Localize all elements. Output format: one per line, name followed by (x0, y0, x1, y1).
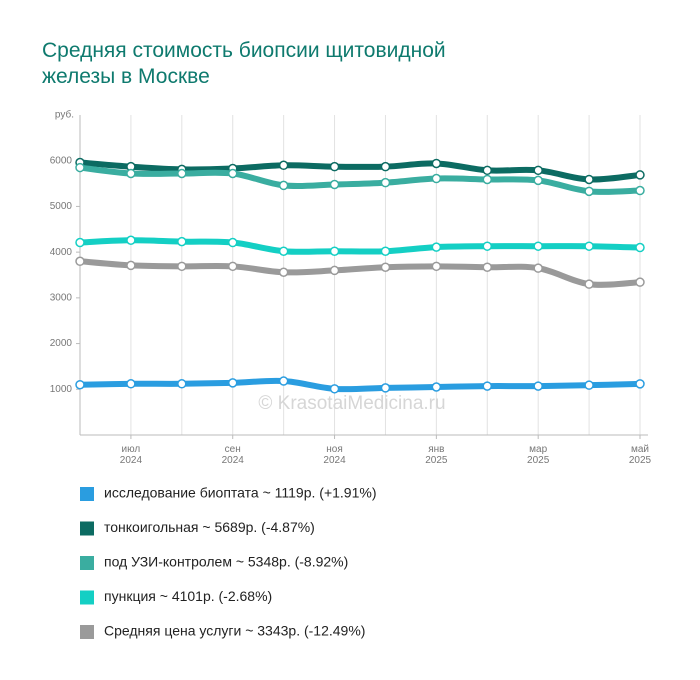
x-tick-label: май 2025 (629, 444, 652, 466)
y-unit: руб. (55, 109, 74, 121)
point (75, 162, 85, 173)
point (329, 384, 340, 394)
legend-swatch (80, 625, 94, 639)
point (380, 161, 391, 172)
point (329, 161, 340, 172)
legend-label: под УЗИ-контролем ~ 5348р. (-8.92%) (104, 554, 348, 570)
point (482, 241, 493, 251)
point (584, 241, 594, 251)
chart-title: Средняя стоимость биопсии щитовидной жел… (42, 39, 446, 88)
point (533, 263, 543, 273)
point (533, 165, 543, 176)
point (126, 168, 136, 179)
series-line (77, 377, 643, 393)
point (482, 262, 493, 272)
x-tick-label: ноя 2024 (323, 444, 346, 466)
point (329, 246, 340, 256)
point (431, 173, 442, 184)
point (533, 381, 543, 391)
x-tick-label-line: ноя (326, 444, 343, 455)
point (177, 236, 187, 247)
point (431, 242, 442, 252)
point (584, 279, 594, 289)
point (75, 379, 85, 390)
x-tick-label-line: мар (529, 444, 547, 455)
point (329, 179, 340, 190)
point (227, 237, 238, 248)
point (482, 174, 493, 185)
point (431, 158, 442, 169)
point (533, 241, 543, 251)
point (584, 174, 594, 185)
series-line (77, 258, 643, 288)
point (533, 175, 543, 186)
point (380, 262, 391, 272)
x-tick-label-line: 2024 (323, 455, 346, 466)
legend-swatch (80, 487, 94, 501)
point (278, 160, 289, 171)
point (329, 265, 340, 276)
point (584, 380, 594, 390)
x-tick-label: сен 2024 (222, 444, 245, 466)
legend-label: тонкоигольная ~ 5689р. (-4.87%) (104, 519, 315, 535)
point (126, 379, 136, 389)
point (482, 381, 493, 391)
point (380, 246, 391, 256)
point (126, 235, 136, 246)
point (278, 180, 289, 191)
point (177, 379, 187, 389)
point (177, 261, 187, 272)
legend-label: исследование биоптата ~ 1119р. (+1.91%) (104, 485, 376, 501)
point (380, 383, 391, 393)
point (227, 168, 238, 179)
point (635, 379, 645, 389)
point (431, 261, 442, 272)
y-tick-label: 6000 (50, 155, 73, 166)
point (227, 378, 238, 388)
point (278, 267, 289, 278)
legend-swatch (80, 590, 94, 605)
point (75, 256, 85, 267)
x-tick-label-line: 2025 (527, 455, 550, 466)
point (635, 277, 645, 287)
watermark: © KrasotaiMedicina.ru (258, 393, 445, 414)
series-line (77, 237, 643, 255)
point (278, 246, 289, 256)
point (278, 376, 289, 386)
x-tick-label-line: янв (428, 444, 444, 455)
y-tick-label: 5000 (50, 201, 73, 212)
x-tick-label: янв 2025 (425, 444, 448, 466)
x-tick-label-line: май (631, 444, 649, 455)
point (177, 168, 187, 179)
point (126, 260, 136, 271)
point (635, 185, 645, 196)
x-tick-label-line: 2024 (222, 455, 245, 466)
y-tick-label: 4000 (50, 247, 73, 258)
point (380, 177, 391, 188)
legend-swatch (80, 521, 94, 536)
point (431, 382, 442, 392)
point (75, 237, 85, 248)
x-tick-label: июл 2024 (120, 444, 143, 466)
point (635, 170, 645, 180)
point (635, 242, 645, 253)
x-tick-label-line: 2024 (120, 455, 143, 466)
point (227, 261, 238, 272)
legend-swatch (80, 556, 94, 570)
y-tick-label: 2000 (50, 338, 73, 349)
y-tick-label: 3000 (50, 292, 73, 303)
point (482, 165, 493, 176)
legend-label: пункция ~ 4101р. (-2.68%) (104, 588, 272, 604)
x-tick-label: мар 2025 (527, 444, 550, 466)
x-tick-label-line: 2025 (629, 455, 652, 466)
x-tick-label-line: сен (225, 444, 241, 455)
y-tick-label: 1000 (50, 384, 73, 395)
x-tick-label-line: июл (122, 444, 141, 455)
point (584, 186, 594, 197)
legend-label: Средняя цена услуги ~ 3343р. (-12.49%) (104, 623, 365, 639)
x-tick-label-line: 2025 (425, 455, 448, 466)
